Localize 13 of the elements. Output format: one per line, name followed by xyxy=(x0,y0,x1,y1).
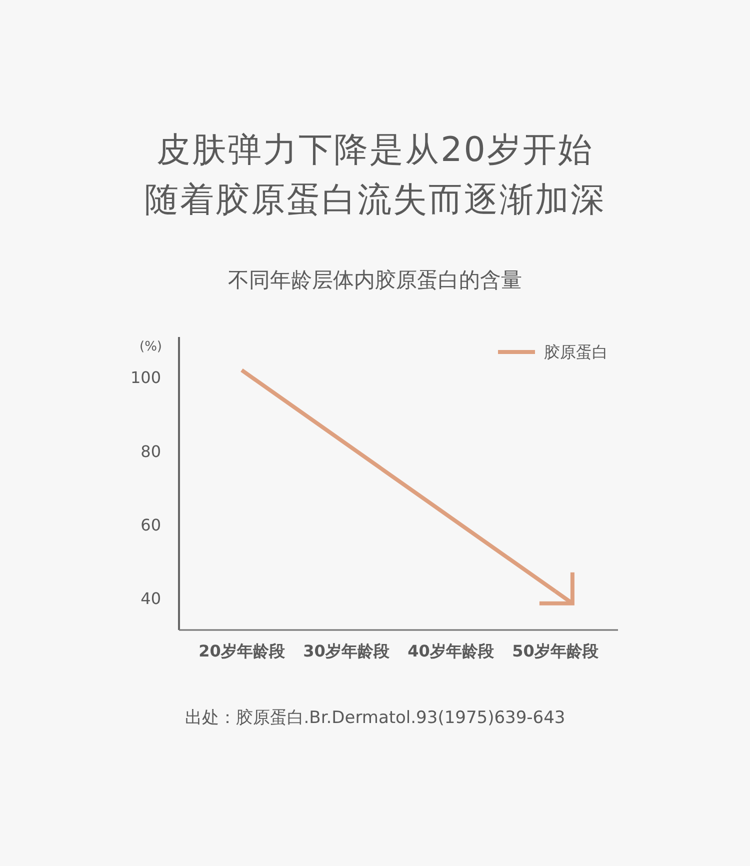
y-tick-label: 40 xyxy=(140,589,161,608)
chart-title: 皮肤弹力下降是从20岁开始随着胶原蛋白流失而逐渐加深 xyxy=(144,130,606,220)
x-tick-label: 40岁年龄段 xyxy=(408,642,495,660)
chart-subtitle: 不同年龄层体内胶原蛋白的含量 xyxy=(228,268,522,292)
y-tick-label: 80 xyxy=(140,442,161,461)
y-tick-label: 100 xyxy=(130,368,161,388)
x-tick-label: 50岁年龄段 xyxy=(512,642,600,660)
x-tick-label: 20岁年龄段 xyxy=(198,642,286,660)
legend-label: 胶原蛋白 xyxy=(544,342,608,362)
text: 出处：胶原蛋白.Br.Dermatol.93(1975)639-643 xyxy=(184,708,566,728)
y-axis-title: (%) xyxy=(140,340,162,354)
y-tick-label: 60 xyxy=(140,515,161,534)
x-tick-label: 30岁年龄段 xyxy=(303,642,390,660)
